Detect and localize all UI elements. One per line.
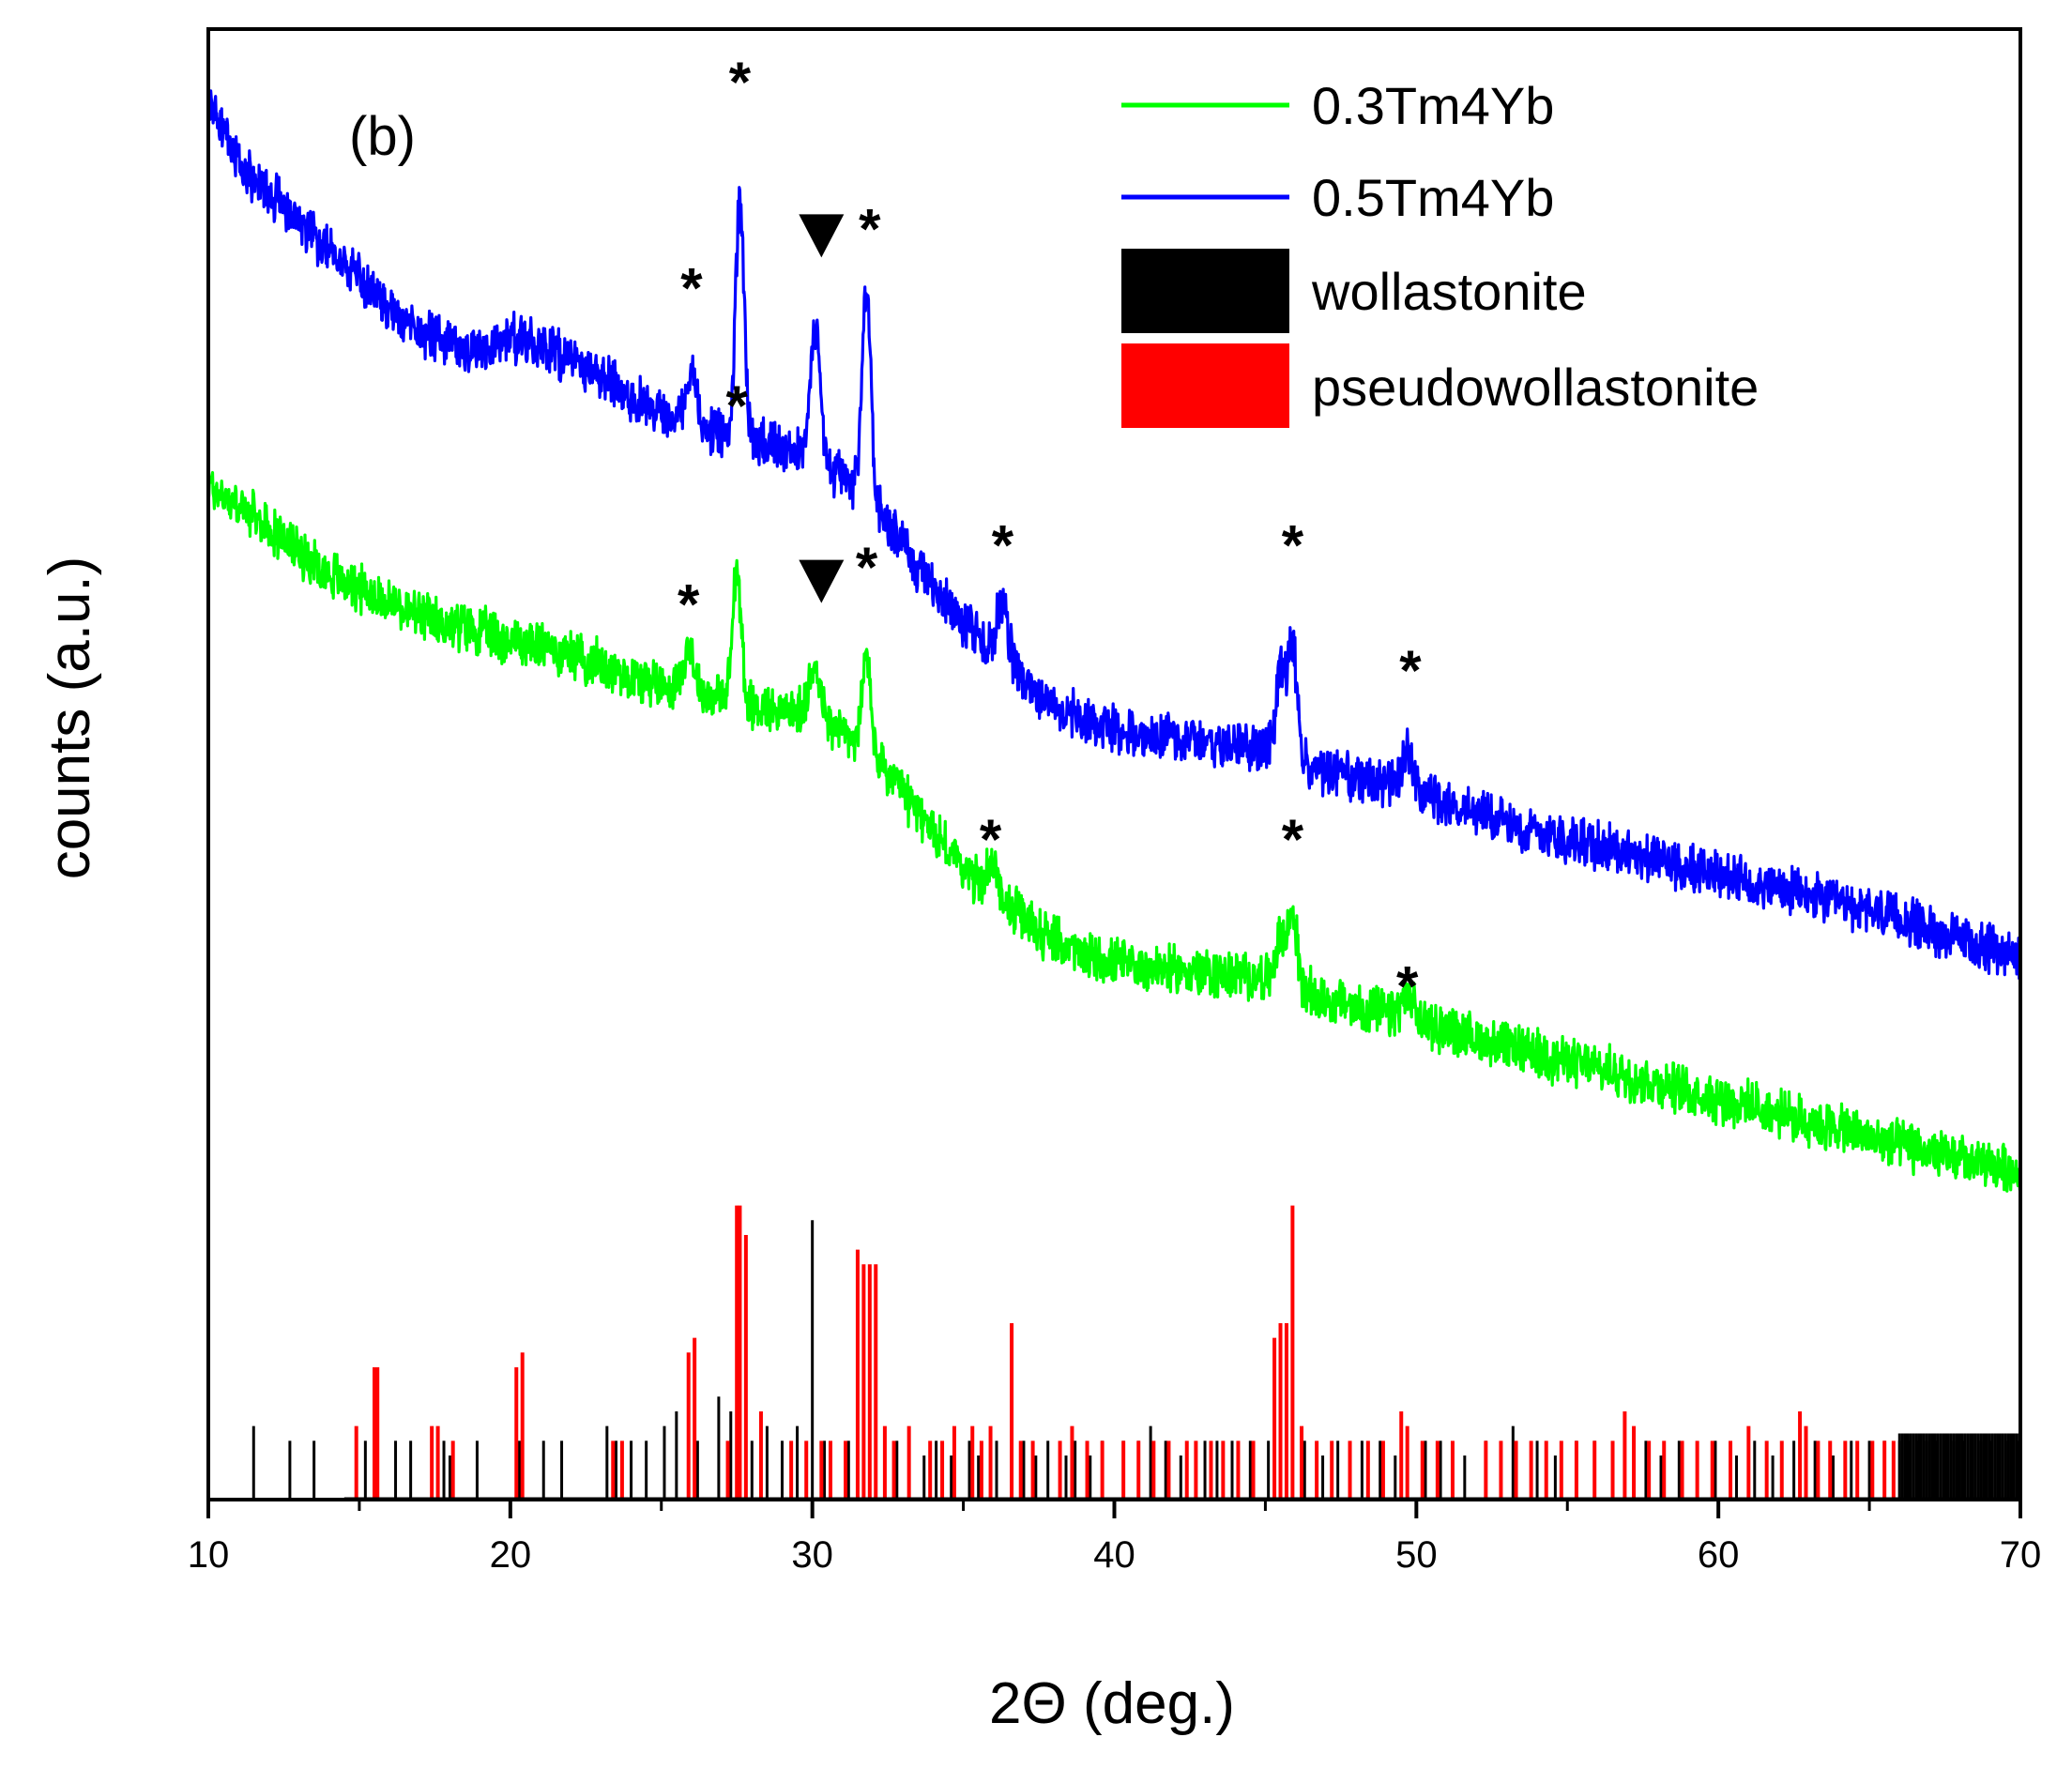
legend-swatch-pseudowollastonite [1121, 343, 1289, 428]
x-tick-label: 70 [2000, 1534, 2042, 1576]
peak-star-marker: * [1282, 514, 1304, 577]
ref-pseudowollastonite [354, 1205, 1896, 1500]
reference-bars [251, 1205, 2021, 1501]
x-tick-label: 60 [1698, 1534, 1740, 1576]
series-lines [206, 82, 2022, 1193]
x-tick-label: 10 [188, 1534, 230, 1576]
peak-star-marker: * [678, 572, 700, 635]
x-tick-label: 30 [791, 1534, 833, 1576]
x-axis-title: 2Θ (deg.) [989, 1671, 1235, 1736]
peak-star-marker: * [680, 256, 703, 319]
peak-star-marker: * [726, 374, 749, 437]
peak-star-marker: * [980, 808, 1002, 871]
series-line-0.5Tm4Yb [206, 82, 2022, 981]
x-tick-label: 20 [490, 1534, 532, 1576]
legend-label-0.3Tm4Yb: 0.3Tm4Yb [1312, 76, 1554, 135]
peak-star-marker: * [1282, 808, 1304, 871]
x-axis: 10 20 30 40 50 60 70 [188, 1500, 2042, 1576]
y-axis-title: counts (a.u.) [38, 556, 102, 880]
peak-triangle-marker [799, 214, 845, 258]
legend-label-pseudowollastonite: pseudowollastonite [1312, 358, 1759, 417]
x-tick-label: 50 [1395, 1534, 1438, 1576]
peak-markers: * * * * * * * * * * * * [678, 51, 1422, 1018]
panel-label: (b) [349, 106, 416, 167]
legend-label-wollastonite: wollastonite [1311, 262, 1587, 321]
peak-star-marker: * [1399, 639, 1422, 702]
peak-triangle-marker [799, 559, 845, 603]
legend-swatch-wollastonite [1121, 249, 1289, 333]
peak-star-marker: * [729, 51, 752, 114]
peak-star-marker: * [992, 514, 1014, 577]
series-line-0.3Tm4Yb [206, 470, 2022, 1193]
legend: 0.3Tm4Yb 0.5Tm4Yb wollastonite pseudowol… [1121, 76, 1759, 428]
legend-label-0.5Tm4Yb: 0.5Tm4Yb [1312, 168, 1554, 227]
peak-star-marker: * [859, 198, 881, 261]
peak-star-marker: * [1396, 955, 1419, 1018]
peak-star-marker: * [856, 536, 878, 599]
x-tick-label: 40 [1093, 1534, 1135, 1576]
